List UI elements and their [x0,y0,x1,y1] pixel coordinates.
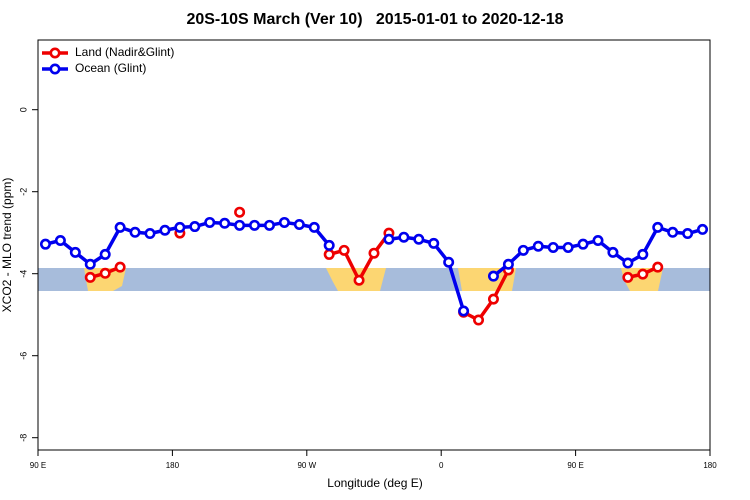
data-point [39,238,51,250]
data-point [487,293,499,305]
y-axis-label: XCO2 - MLO trend (ppm) [0,178,14,313]
data-point [622,271,634,283]
x-tick-label: 90 E [567,461,583,470]
data-point [413,233,425,245]
data-point [458,305,470,317]
data-point [637,248,649,260]
data-point [234,206,246,218]
data-point [502,258,514,270]
data-point [54,234,66,246]
data-point [577,238,589,250]
y-tick-label: -2 [18,188,28,196]
data-point [428,237,440,249]
data-point [323,248,335,260]
data-point [697,223,709,235]
data-point [174,221,186,233]
y-tick-label: -4 [18,270,28,278]
data-point [383,233,395,245]
legend-label: Land (Nadir&Glint) [75,45,174,59]
data-point [487,270,499,282]
x-tick-label: 180 [703,461,717,470]
data-point [114,221,126,233]
data-point [652,261,664,273]
data-point [338,244,350,256]
plot-frame [37,39,711,451]
data-point [144,228,156,240]
data-point [592,234,604,246]
x-tick-label: 0 [439,461,444,470]
data-point [353,274,365,286]
data-point [652,221,664,233]
x-tick-label: 180 [166,461,180,470]
data-point [622,257,634,269]
data-point [607,246,619,258]
data-point [234,219,246,231]
legend-label: Ocean (Glint) [75,61,146,75]
data-point [323,239,335,251]
data-point [278,216,290,228]
data-point [308,221,320,233]
y-tick-label: 0 [18,107,28,112]
x-axis-label: Longitude (deg E) [327,476,422,490]
data-point [398,231,410,243]
data-point [562,241,574,253]
data-point [667,226,679,238]
data-point [293,219,305,231]
data-point [99,248,111,260]
data-point [249,219,261,231]
legend-marker [49,63,61,75]
data-point [189,221,201,233]
data-point [517,244,529,256]
data-point [129,226,141,238]
x-tick-label: 90 E [30,461,46,470]
data-point [637,268,649,280]
legend-marker [49,47,61,59]
data-point [682,228,694,240]
y-tick-label: -6 [18,352,28,360]
series-line [45,220,703,312]
land-strip [84,268,126,291]
data-point [204,216,216,228]
data-point [532,240,544,252]
data-point [473,314,485,326]
data-point [84,271,96,283]
data-point [114,261,126,273]
data-point [263,219,275,231]
data-point [159,224,171,236]
chart-title: 20S-10S March (Ver 10) 2015-01-01 to 202… [186,11,563,28]
data-point [84,258,96,270]
data-point [368,247,380,259]
data-point [69,246,81,258]
x-tick-label: 90 W [297,461,316,470]
data-point [547,241,559,253]
data-point [219,217,231,229]
y-tick-label: -8 [18,434,28,442]
data-point [99,267,111,279]
data-point [443,256,455,268]
surface-mask [38,268,710,291]
